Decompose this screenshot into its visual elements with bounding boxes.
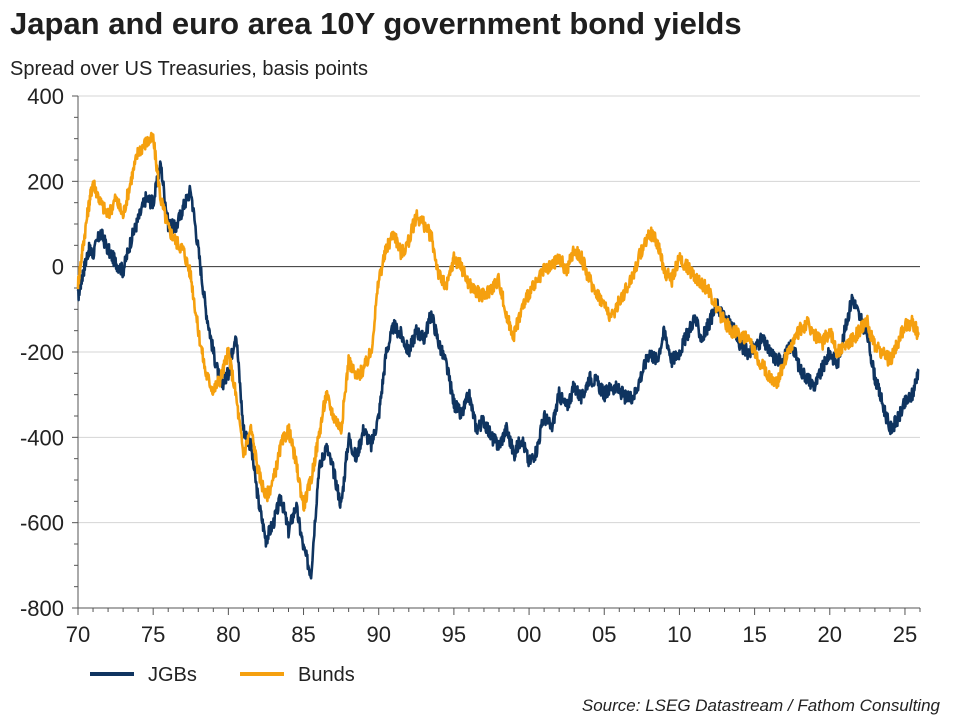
y-tick-label: -400	[20, 425, 64, 450]
series-line-bunds	[76, 131, 920, 512]
y-tick-label: 400	[27, 84, 64, 109]
x-tick-label: 20	[818, 622, 842, 647]
x-tick-label: 85	[291, 622, 315, 647]
x-tick-label: 75	[141, 622, 165, 647]
x-tick-label: 90	[366, 622, 390, 647]
x-tick-label: 15	[742, 622, 766, 647]
source-note: Source: LSEG Datastream / Fathom Consult…	[581, 696, 940, 715]
x-tick-label: 70	[66, 622, 90, 647]
x-tick-label: 05	[592, 622, 616, 647]
chart-subtitle: Spread over US Treasuries, basis points	[10, 58, 368, 80]
chart-title: Japan and euro area 10Y government bond …	[10, 6, 742, 41]
x-tick-label: 25	[893, 622, 917, 647]
x-tick-label: 95	[442, 622, 466, 647]
x-tick-label: 00	[517, 622, 541, 647]
legend-label-jgbs: JGBs	[148, 664, 197, 686]
legend-label-bunds: Bunds	[298, 664, 355, 686]
y-tick-label: 200	[27, 169, 64, 194]
x-tick-label: 10	[667, 622, 691, 647]
y-tick-label: -800	[20, 596, 64, 621]
x-tick-label: 80	[216, 622, 240, 647]
y-tick-label: -200	[20, 340, 64, 365]
y-tick-label: 0	[52, 255, 64, 280]
y-tick-label: -600	[20, 511, 64, 536]
series-line-jgbs	[76, 160, 920, 580]
